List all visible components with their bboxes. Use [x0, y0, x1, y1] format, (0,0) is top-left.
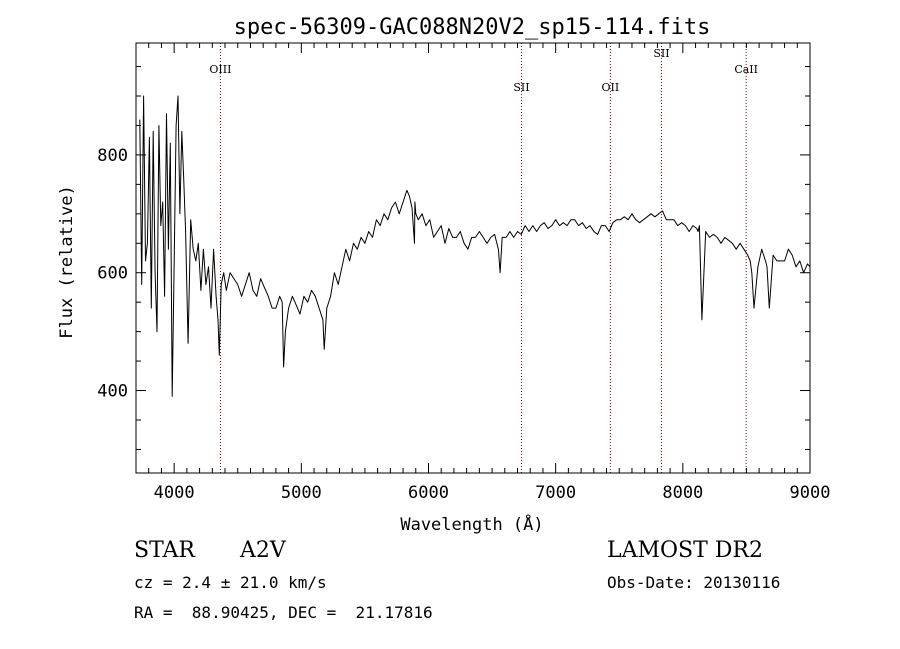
line-marker-label: OII: [601, 81, 619, 94]
axes: 4000 5000 6000 7000 8000 9000 400 600 800: [97, 43, 830, 503]
x-tick-label: 5000: [281, 483, 322, 503]
line-marker-label: CaII: [734, 63, 758, 76]
object-class: STAR: [134, 538, 195, 563]
line-marker-label: SII: [653, 47, 669, 60]
obs-date-text: Obs-Date: 20130116: [607, 573, 781, 592]
line-marker-label: OIII: [209, 63, 231, 76]
coordinates-text: RA = 88.90425, DEC = 21.17816: [134, 603, 433, 622]
y-tick-label: 600: [97, 264, 128, 284]
x-tick-label: 9000: [790, 483, 831, 503]
survey-name: LAMOST DR2: [607, 538, 763, 563]
object-subclass: A2V: [240, 538, 286, 563]
y-tick-label: 400: [97, 382, 128, 402]
x-tick-label: 8000: [662, 483, 703, 503]
x-tick-label: 6000: [408, 483, 449, 503]
y-tick-label: 800: [97, 146, 128, 166]
x-tick-label: 4000: [154, 483, 195, 503]
plot-frame: [135, 42, 811, 474]
redshift-text: cz = 2.4 ± 21.0 km/s: [134, 573, 327, 592]
spectrum-series: [139, 95, 811, 397]
emission-line-markers: OIII SII OII SII CaII: [209, 43, 758, 473]
y-axis-label: Flux (relative): [57, 185, 77, 339]
x-tick-label: 7000: [535, 483, 576, 503]
x-axis-label: Wavelength (Å): [400, 513, 543, 535]
line-marker-label: SII: [513, 81, 529, 94]
spectrum-line: [139, 95, 811, 397]
chart-title: spec-56309-GAC088N20V2_sp15-114.fits: [234, 15, 711, 40]
